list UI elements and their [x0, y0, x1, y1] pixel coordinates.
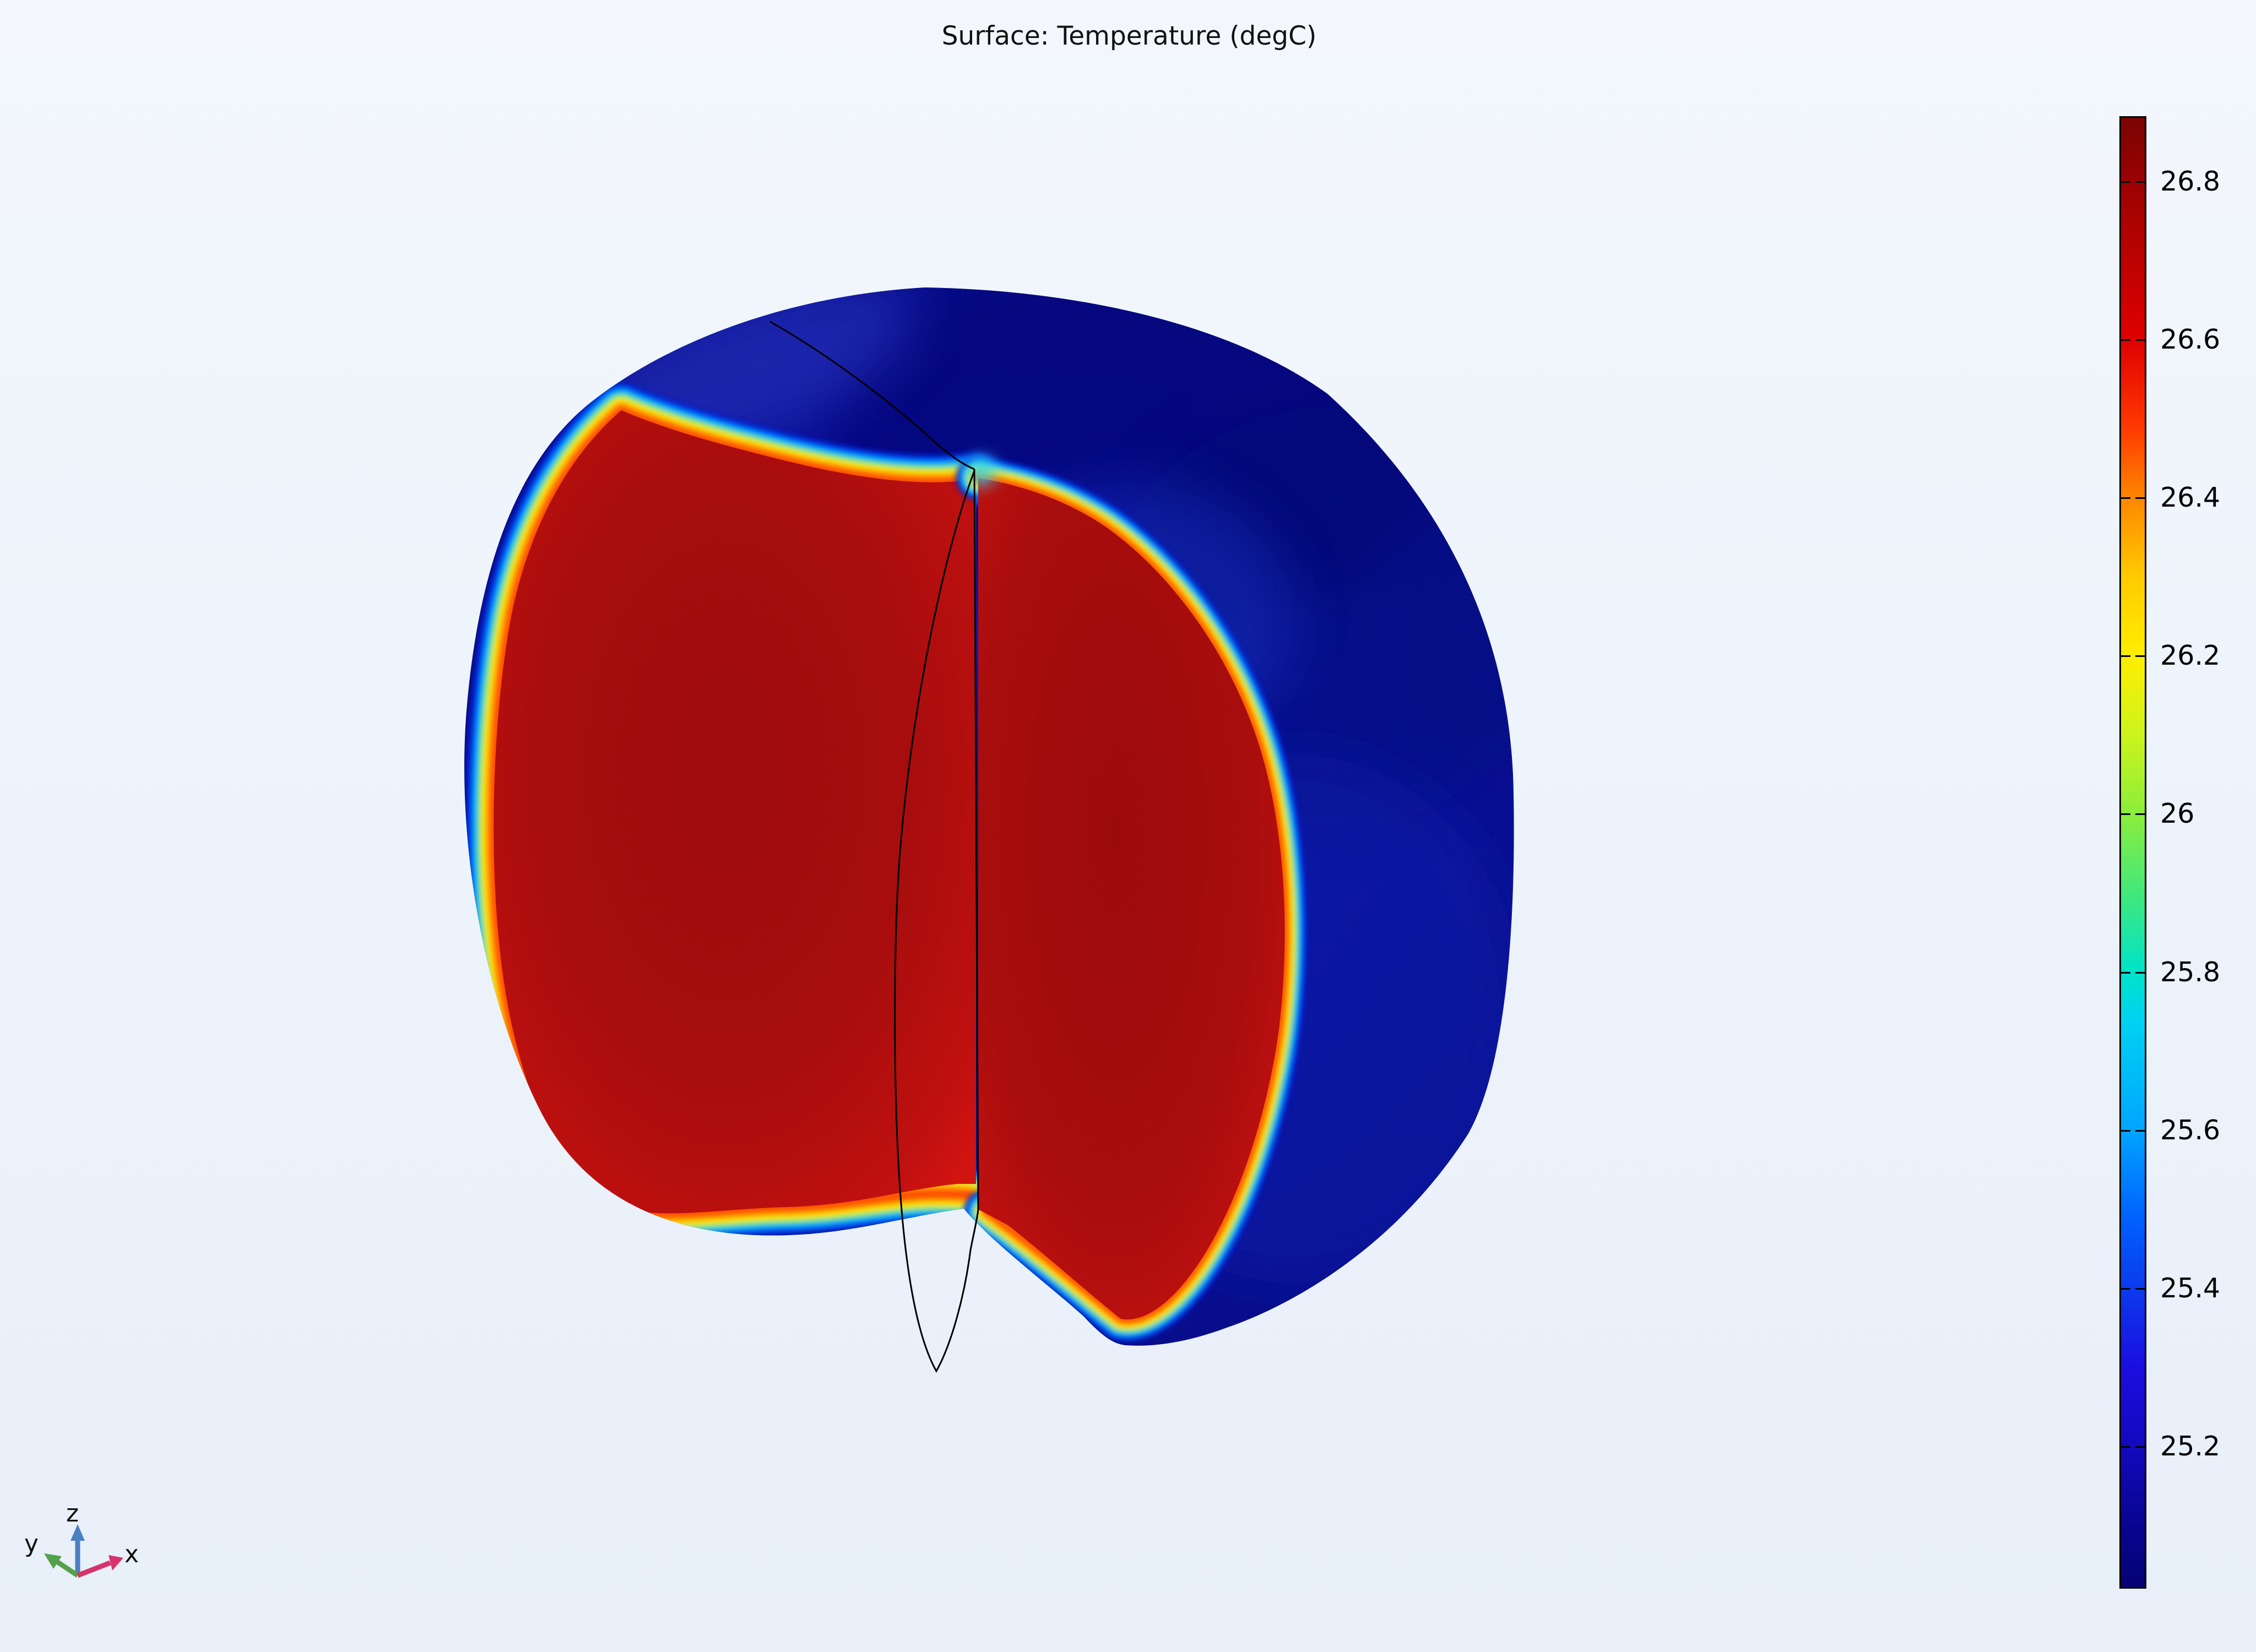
- x-axis-arrow: [77, 1560, 111, 1578]
- colorbar-tick-label: 25.4: [2160, 1272, 2221, 1304]
- colorbar-tick: [2121, 655, 2130, 657]
- y-axis-label: y: [24, 1530, 39, 1558]
- corner-glow: [967, 457, 996, 486]
- colorbar-tick: [2121, 1129, 2130, 1132]
- plot-title: Surface: Temperature (degC): [941, 21, 1317, 51]
- z-axis-arrowhead: [70, 1524, 85, 1541]
- colorbar: [2119, 116, 2146, 1589]
- fruit-body: [464, 287, 1514, 1346]
- colorbar-tick-label: 25.6: [2160, 1114, 2221, 1146]
- colorbar-tick: [2135, 181, 2145, 183]
- vertical-cut-corner-edge: [973, 469, 979, 1210]
- colorbar-tick-label: 26.2: [2160, 640, 2221, 672]
- colorbar-tick: [2135, 971, 2145, 974]
- core-region-outline: [894, 470, 979, 1373]
- colorbar-tick-label: 26.6: [2160, 324, 2221, 356]
- geometry-edges: [769, 320, 979, 1373]
- colorbar-tick: [2121, 1446, 2130, 1448]
- colorbar-tick-label: 26.8: [2160, 166, 2221, 197]
- colorbar-tick: [2135, 339, 2145, 341]
- colorbar-tick-label: 26: [2160, 798, 2195, 830]
- colorbar-tick-label: 25.8: [2160, 956, 2221, 988]
- colorbar-tick: [2135, 1446, 2145, 1448]
- colorbar-tick: [2135, 1287, 2145, 1290]
- right-cut-face: [978, 478, 1285, 1320]
- colorbar-tick: [2121, 971, 2130, 974]
- top-cut-edge: [769, 320, 975, 470]
- left-cut-face: [494, 410, 976, 1214]
- x-axis-arrowhead: [109, 1555, 123, 1571]
- colorbar-tick-label: 26.4: [2160, 482, 2221, 514]
- y-axis-arrow: [55, 1559, 79, 1578]
- colorbar-tick: [2121, 813, 2130, 816]
- z-axis-label: z: [66, 1499, 79, 1528]
- y-axis-arrowhead: [44, 1553, 62, 1569]
- colorbar-tick: [2121, 181, 2130, 183]
- colorbar-tick: [2135, 655, 2145, 657]
- colorbar-tick: [2121, 339, 2130, 341]
- x-axis-label: x: [124, 1540, 139, 1568]
- colorbar-tick: [2135, 1129, 2145, 1132]
- colorbar-tick-label: 25.2: [2160, 1430, 2221, 1462]
- axis-triad: [44, 1524, 123, 1578]
- colorbar-tick: [2135, 497, 2145, 499]
- colorbar-tick: [2121, 497, 2130, 499]
- colorbar-tick: [2135, 813, 2145, 816]
- colorbar-tick: [2121, 1287, 2130, 1290]
